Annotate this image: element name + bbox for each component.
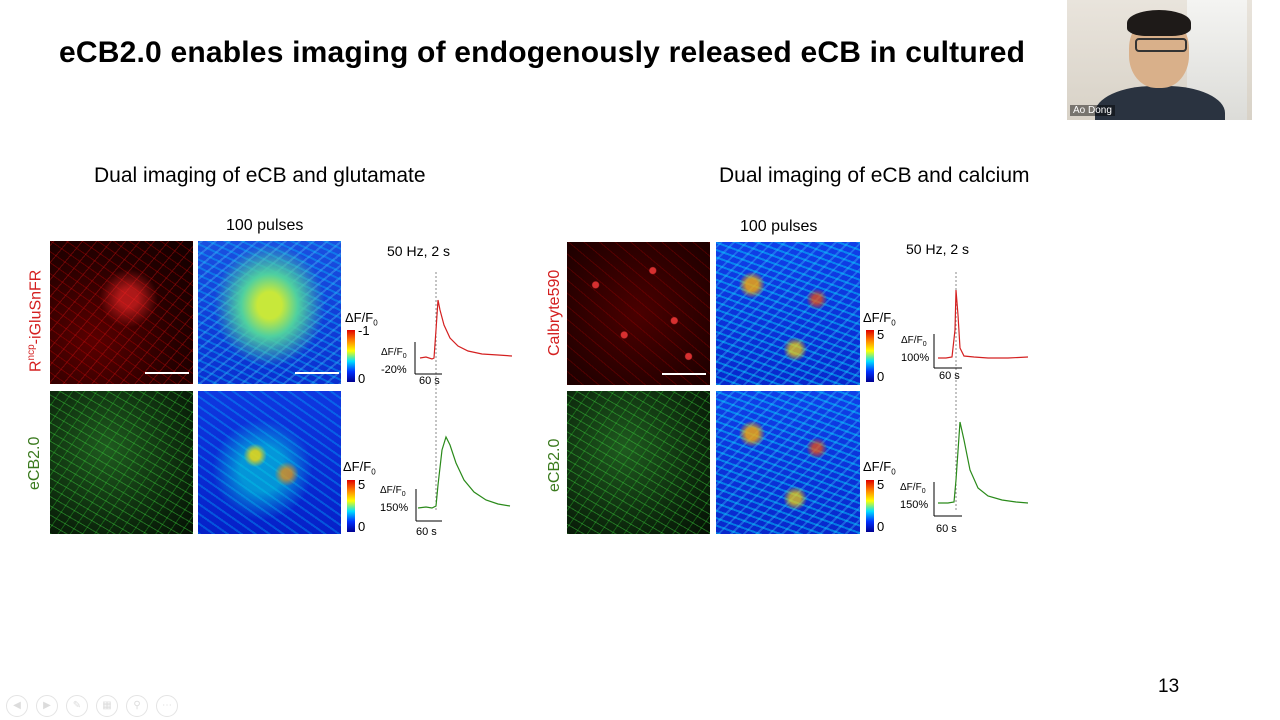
page-number: 13: [1158, 676, 1180, 697]
scale-bar: [662, 373, 706, 375]
scale-bar: [145, 372, 189, 374]
scale-bar: [295, 372, 339, 374]
right-trace2-time: 60 s: [936, 523, 957, 535]
pen-icon[interactable]: ✎: [66, 695, 88, 717]
left-glutamate-trace: [414, 272, 513, 510]
more-icon[interactable]: ⋯: [156, 695, 178, 717]
right-trace1-ylabel: ΔF/F0: [901, 335, 927, 348]
left-row1-label: Rncp-iGluSnFR: [26, 269, 45, 372]
arrow-left-icon[interactable]: ◀: [6, 695, 28, 717]
left-trace1-scale: -20%: [381, 364, 407, 376]
slide-title: eCB2.0 enables imaging of endogenously r…: [59, 36, 1026, 69]
left-cbar1-title: ΔF/F0: [345, 310, 378, 328]
right-trace1-scale: 100%: [901, 352, 930, 364]
left-trace2-ylabel: ΔF/F0: [380, 485, 406, 498]
left-cbar2-max: 5: [358, 477, 366, 492]
right-trace1-time: 60 s: [939, 370, 960, 382]
grid-icon[interactable]: ▦: [96, 695, 118, 717]
right-colorbar-1: [866, 330, 874, 382]
participant-glasses: [1135, 38, 1187, 52]
left-trace2-time: 60 s: [416, 526, 437, 538]
left-cbar1-max: -1: [358, 323, 370, 338]
left-freq-label: 50 Hz, 2 s: [387, 243, 451, 259]
right-row1-label: Calbryte590: [546, 269, 563, 356]
right-stim-label: 100 pulses: [740, 218, 818, 235]
right-colorbar-2: [866, 480, 874, 532]
left-trace1-ylabel: ΔF/F0: [381, 347, 407, 360]
right-calcium-trace: [933, 272, 1029, 510]
trace-line: [938, 421, 1029, 504]
right-trace2-scale: 150%: [900, 499, 929, 511]
right-cbar2-max: 5: [877, 477, 885, 492]
participant-hair: [1127, 10, 1191, 36]
right-ecb-trace: [933, 421, 1029, 517]
right-cbar2-min: 0: [877, 519, 885, 534]
right-cbar1-max: 5: [877, 327, 885, 342]
participant-body: [1095, 86, 1225, 120]
right-row2-label: eCB2.0: [546, 438, 563, 492]
right-ecb-raw-image: [567, 391, 710, 534]
trace-line: [419, 299, 513, 360]
left-cbar2-min: 0: [358, 519, 366, 534]
left-glutamate-raw-image: [50, 241, 193, 384]
right-ecb-response-image: [716, 391, 860, 534]
right-cbar1-title: ΔF/F0: [863, 310, 896, 328]
right-cbar1-min: 0: [877, 369, 885, 384]
right-freq-label: 50 Hz, 2 s: [906, 241, 970, 257]
left-cbar2-title: ΔF/F0: [343, 459, 376, 477]
participant-video-tile[interactable]: Ao Dong: [1067, 0, 1252, 120]
arrow-right-icon[interactable]: ▶: [36, 695, 58, 717]
left-ecb-trace: [415, 435, 511, 522]
right-trace2-ylabel: ΔF/F0: [900, 482, 926, 495]
zoom-icon[interactable]: ⚲: [126, 695, 148, 717]
left-ecb-raw-image: [50, 391, 193, 534]
left-stim-label: 100 pulses: [226, 217, 304, 234]
left-colorbar-1: [347, 330, 355, 382]
left-glutamate-response-image: [198, 241, 341, 384]
left-row2-label: eCB2.0: [26, 436, 43, 490]
left-cbar1-min: 0: [358, 371, 366, 386]
left-heading: Dual imaging of eCB and glutamate: [94, 164, 426, 187]
participant-name: Ao Dong: [1070, 105, 1115, 116]
right-calcium-response-image: [716, 242, 860, 385]
right-cbar2-title: ΔF/F0: [863, 459, 896, 477]
trace-line: [417, 435, 511, 509]
left-colorbar-2: [347, 480, 355, 532]
right-calcium-raw-image: [567, 242, 710, 385]
presentation-toolbar: ◀ ▶ ✎ ▦ ⚲ ⋯: [6, 695, 178, 717]
left-ecb-response-image: [198, 391, 341, 534]
left-trace1-time: 60 s: [419, 375, 440, 387]
left-trace2-scale: 150%: [380, 502, 409, 514]
right-heading: Dual imaging of eCB and calcium: [719, 164, 1030, 187]
trace-line: [938, 289, 1029, 359]
